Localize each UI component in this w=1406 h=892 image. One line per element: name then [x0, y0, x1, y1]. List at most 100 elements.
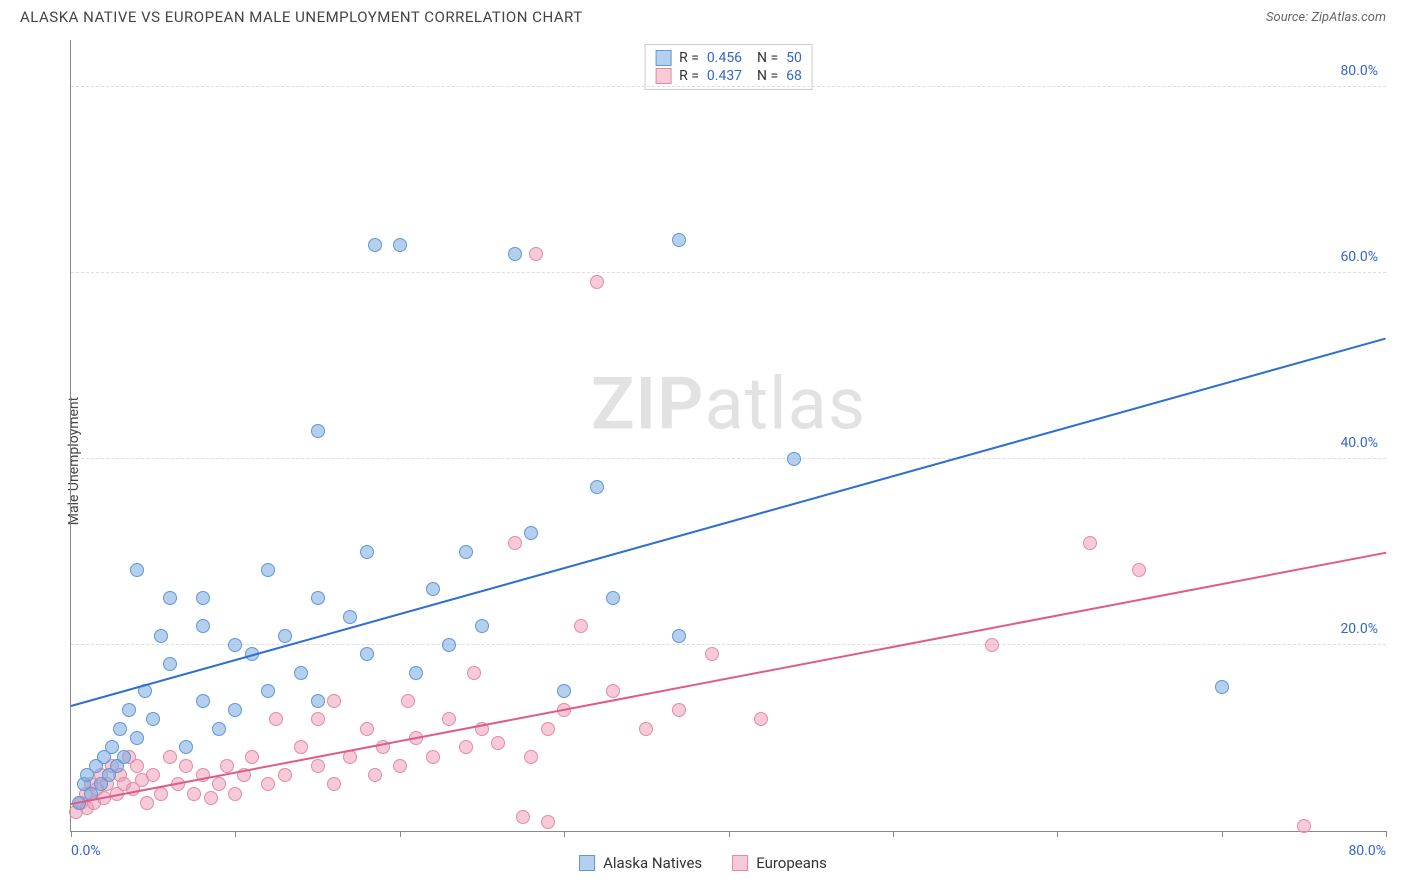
- data-point-blue: [196, 694, 210, 708]
- data-point-blue: [409, 666, 423, 680]
- data-point-pink: [154, 787, 168, 801]
- x-tick: [235, 831, 236, 837]
- data-point-pink: [672, 703, 686, 717]
- legend-item-pink: Europeans: [732, 854, 827, 872]
- data-point-blue: [508, 247, 522, 261]
- data-point-pink: [163, 750, 177, 764]
- x-tick: [1222, 831, 1223, 837]
- data-point-blue: [196, 591, 210, 605]
- data-point-blue: [1215, 680, 1229, 694]
- x-tick-label: 0.0%: [71, 843, 101, 859]
- y-tick-label: 40.0%: [1340, 435, 1378, 451]
- source-attribution: Source: ZipAtlas.com: [1266, 10, 1386, 25]
- gridline: [71, 86, 1386, 87]
- legend-item-blue: Alaska Natives: [579, 854, 702, 872]
- x-tick-label: 80.0%: [1348, 843, 1386, 859]
- data-point-blue: [212, 722, 226, 736]
- x-tick: [729, 831, 730, 837]
- data-point-blue: [130, 731, 144, 745]
- data-point-pink: [524, 750, 538, 764]
- data-point-pink: [146, 768, 160, 782]
- data-point-pink: [140, 796, 154, 810]
- data-point-blue: [475, 619, 489, 633]
- data-point-blue: [360, 647, 374, 661]
- data-point-blue: [261, 563, 275, 577]
- data-point-pink: [401, 694, 415, 708]
- gridline: [71, 272, 1386, 273]
- data-point-blue: [261, 684, 275, 698]
- data-point-blue: [606, 591, 620, 605]
- swatch-blue: [655, 50, 671, 66]
- chart-container: Male Unemployment ZIPatlas R = 0.456 N =…: [20, 40, 1386, 882]
- data-point-pink: [459, 740, 473, 754]
- data-point-blue: [228, 703, 242, 717]
- data-point-pink: [442, 712, 456, 726]
- data-point-blue: [154, 629, 168, 643]
- data-point-blue: [672, 629, 686, 643]
- data-point-blue: [459, 545, 473, 559]
- corr-row-blue: R = 0.456 N = 50: [655, 49, 802, 67]
- x-tick: [893, 831, 894, 837]
- data-point-blue: [426, 582, 440, 596]
- data-point-pink: [278, 768, 292, 782]
- data-point-pink: [985, 638, 999, 652]
- x-tick: [1057, 831, 1058, 837]
- data-point-pink: [541, 722, 555, 736]
- data-point-pink: [1083, 536, 1097, 550]
- plot-area: ZIPatlas R = 0.456 N = 50 R = 0.437 N = …: [70, 40, 1386, 832]
- swatch-pink: [655, 68, 671, 84]
- data-point-pink: [294, 740, 308, 754]
- data-point-pink: [245, 750, 259, 764]
- data-point-pink: [606, 684, 620, 698]
- data-point-blue: [590, 480, 604, 494]
- data-point-pink: [1132, 563, 1146, 577]
- data-point-pink: [541, 815, 555, 829]
- swatch-blue: [579, 855, 595, 871]
- x-tick: [71, 831, 72, 837]
- correlation-legend: R = 0.456 N = 50 R = 0.437 N = 68: [644, 44, 813, 90]
- data-point-blue: [524, 526, 538, 540]
- swatch-pink: [732, 855, 748, 871]
- data-point-pink: [705, 647, 719, 661]
- data-point-pink: [360, 722, 374, 736]
- data-point-blue: [311, 424, 325, 438]
- gridline: [71, 458, 1386, 459]
- data-point-pink: [491, 736, 505, 750]
- data-point-pink: [179, 759, 193, 773]
- data-point-pink: [508, 536, 522, 550]
- watermark: ZIPatlas: [591, 361, 866, 446]
- data-point-pink: [368, 768, 382, 782]
- data-point-blue: [163, 657, 177, 671]
- data-point-blue: [311, 694, 325, 708]
- data-point-pink: [311, 759, 325, 773]
- data-point-blue: [113, 722, 127, 736]
- data-point-pink: [590, 275, 604, 289]
- data-point-pink: [204, 791, 218, 805]
- data-point-pink: [261, 777, 275, 791]
- data-point-pink: [426, 750, 440, 764]
- y-tick-label: 20.0%: [1340, 621, 1378, 637]
- data-point-blue: [278, 629, 292, 643]
- data-point-pink: [639, 722, 653, 736]
- data-point-blue: [343, 610, 357, 624]
- data-point-pink: [220, 759, 234, 773]
- gridline: [71, 644, 1386, 645]
- data-point-pink: [212, 777, 226, 791]
- data-point-blue: [442, 638, 456, 652]
- data-point-pink: [467, 666, 481, 680]
- data-point-blue: [368, 238, 382, 252]
- y-tick-label: 80.0%: [1340, 63, 1378, 79]
- data-point-pink: [516, 810, 530, 824]
- data-point-pink: [269, 712, 283, 726]
- y-tick-label: 60.0%: [1340, 249, 1378, 265]
- data-point-pink: [228, 787, 242, 801]
- data-point-blue: [311, 591, 325, 605]
- data-point-pink: [529, 247, 543, 261]
- data-point-blue: [294, 666, 308, 680]
- data-point-pink: [574, 619, 588, 633]
- data-point-blue: [557, 684, 571, 698]
- data-point-pink: [311, 712, 325, 726]
- data-point-blue: [122, 703, 136, 717]
- series-legend: Alaska Natives Europeans: [579, 854, 827, 872]
- data-point-blue: [130, 563, 144, 577]
